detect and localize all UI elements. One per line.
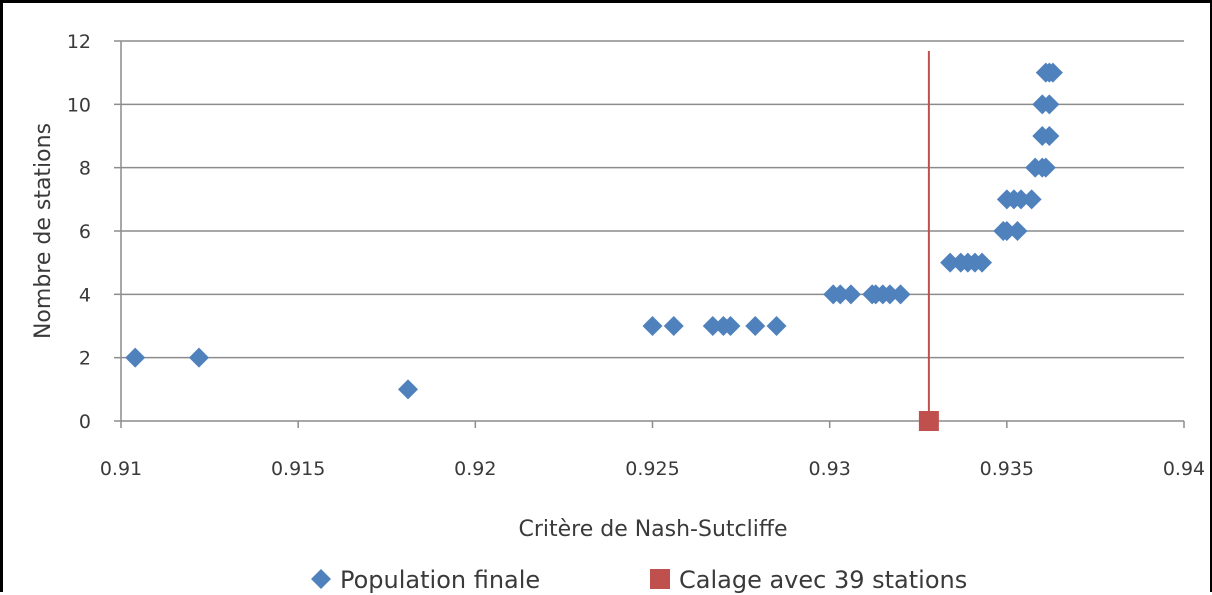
y-tick-label: 2 bbox=[79, 348, 91, 370]
legend-diamond-icon bbox=[311, 569, 331, 589]
y-axis-title: Nombre de stations bbox=[31, 123, 56, 339]
tick-labels: 0 2 4 6 8 10 12 0.91 0.915 0.92 0.925 0.93 0.935 0.94 bbox=[67, 31, 1205, 480]
x-tick-label: 0.915 bbox=[271, 458, 325, 480]
x-axis-title: Critère de Nash-Sutcliffe bbox=[518, 517, 787, 542]
data-point-population-finale bbox=[1007, 221, 1028, 241]
y-tick-label: 8 bbox=[79, 158, 91, 180]
data-point-population-finale bbox=[1021, 189, 1042, 210]
data-point-population-finale bbox=[702, 316, 723, 336]
data-point-population-finale bbox=[996, 221, 1017, 241]
legend: Population finale Calage avec 39 station… bbox=[311, 566, 967, 594]
data-point-population-finale bbox=[642, 316, 663, 336]
y-tick-label: 0 bbox=[79, 411, 91, 433]
data-point-population-finale bbox=[766, 316, 787, 336]
data-point-population-finale bbox=[830, 284, 851, 305]
y-tick-label: 4 bbox=[79, 284, 91, 306]
x-tick-label: 0.92 bbox=[454, 458, 496, 480]
legend-item-calage: Calage avec 39 stations bbox=[650, 566, 967, 594]
legend-label-calage: Calage avec 39 stations bbox=[679, 566, 967, 594]
x-tick-label: 0.925 bbox=[625, 458, 679, 480]
data-point-population-finale bbox=[720, 316, 741, 336]
x-tick-label: 0.935 bbox=[980, 458, 1034, 480]
x-tick-label: 0.94 bbox=[1163, 458, 1205, 480]
scatter-chart: 0 2 4 6 8 10 12 0.91 0.915 0.92 0.925 0.93 0.935 0.94… bbox=[31, 31, 1205, 594]
legend-label-population-finale: Population finale bbox=[340, 566, 540, 594]
data-point-population-finale bbox=[1039, 94, 1060, 115]
data-point-population-finale bbox=[840, 284, 861, 305]
data-point-population-finale bbox=[188, 347, 209, 368]
data-point-population-finale bbox=[745, 316, 766, 336]
y-tick-label: 12 bbox=[67, 31, 91, 53]
x-tick-label: 0.91 bbox=[100, 458, 142, 480]
legend-square-icon bbox=[650, 569, 670, 589]
data-point-population-finale bbox=[890, 284, 911, 305]
data-point-population-finale bbox=[1035, 157, 1056, 178]
data-point-population-finale bbox=[1039, 126, 1060, 146]
x-tick-label: 0.93 bbox=[809, 458, 851, 480]
legend-item-population-finale: Population finale bbox=[311, 566, 540, 594]
axes bbox=[114, 40, 1185, 428]
data-point-population-finale bbox=[125, 347, 146, 368]
data-point-population-finale bbox=[1042, 62, 1063, 83]
gridlines bbox=[121, 40, 1184, 359]
data-points bbox=[125, 62, 1063, 431]
y-tick-label: 6 bbox=[79, 221, 91, 243]
data-point-population-finale bbox=[398, 379, 419, 400]
y-tick-label: 10 bbox=[67, 94, 91, 116]
data-point-calage bbox=[918, 411, 939, 431]
data-point-population-finale bbox=[1011, 189, 1032, 210]
data-point-population-finale bbox=[879, 284, 900, 305]
data-point-population-finale bbox=[663, 316, 684, 336]
